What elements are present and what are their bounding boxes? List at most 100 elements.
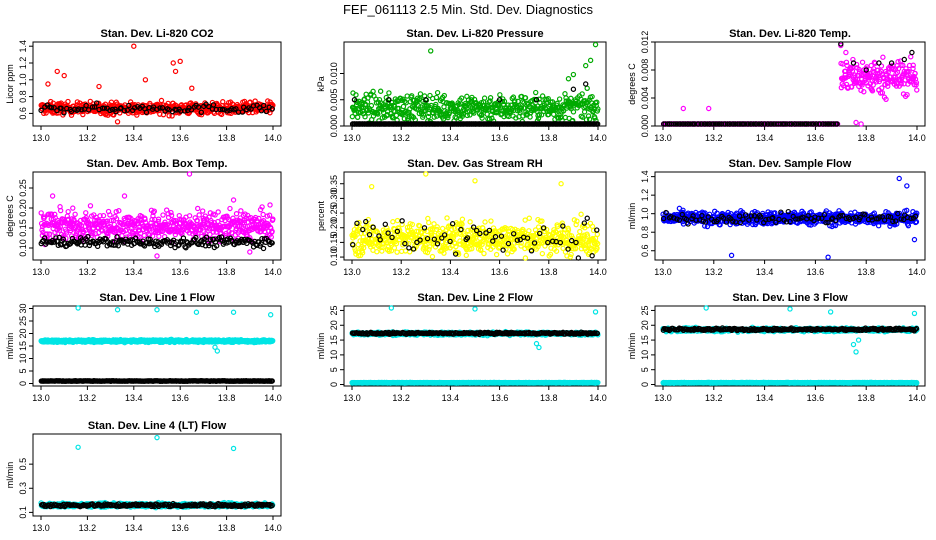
x-tick-label: 13.4 <box>756 267 774 277</box>
data-point <box>677 121 683 127</box>
data-point <box>142 216 148 222</box>
data-point <box>107 107 113 114</box>
data-point <box>388 103 394 109</box>
data-point <box>218 111 225 118</box>
data-point <box>699 121 705 127</box>
data-point <box>87 203 94 209</box>
data-point <box>233 106 239 112</box>
data-point <box>57 207 64 214</box>
data-point <box>63 235 69 242</box>
data-point <box>256 215 262 222</box>
data-point <box>479 112 485 118</box>
data-point <box>52 211 58 218</box>
data-point <box>72 211 78 217</box>
x-tick-label: 13.6 <box>807 133 825 143</box>
data-point <box>879 85 885 91</box>
data-point <box>390 219 396 225</box>
data-point <box>142 77 149 83</box>
panel-title: Stan. Dev. Li-820 Pressure <box>406 28 543 40</box>
data-point <box>594 121 601 127</box>
data-point <box>100 212 107 219</box>
x-tick-label: 14.0 <box>908 133 926 143</box>
data-point <box>121 193 128 199</box>
data-point <box>354 114 361 120</box>
data-point <box>893 83 900 89</box>
y-tick-label: 0.6 <box>18 107 28 120</box>
data-point <box>562 91 568 97</box>
data-point <box>904 183 910 189</box>
data-point <box>585 113 592 119</box>
data-point <box>914 87 920 93</box>
data-point <box>97 213 103 219</box>
y-tick-label: 0.15 <box>18 219 28 237</box>
data-point <box>879 90 886 96</box>
data-point <box>497 92 503 98</box>
data-point <box>479 115 485 121</box>
data-point <box>221 107 228 113</box>
data-point <box>239 109 246 115</box>
data-point <box>570 109 577 115</box>
y-tick-label: 1.4 <box>640 170 650 183</box>
x-tick-label: 13.2 <box>392 133 410 143</box>
data-point <box>400 103 407 110</box>
data-point <box>215 209 221 215</box>
y-tick-label: 1.2 <box>640 189 650 202</box>
x-tick-label: 13.6 <box>171 393 189 403</box>
data-point <box>869 88 876 94</box>
data-point <box>80 111 86 118</box>
x-tick-label: 13.2 <box>705 267 723 277</box>
data-point <box>808 121 814 127</box>
data-point <box>131 105 138 111</box>
x-tick-label: 13.8 <box>857 267 875 277</box>
data-point <box>182 108 188 114</box>
data-point <box>177 58 183 65</box>
data-point <box>220 99 226 105</box>
data-point <box>913 82 919 88</box>
data-point <box>838 41 844 47</box>
data-point <box>118 105 124 111</box>
data-point <box>386 97 392 103</box>
data-point <box>375 111 381 117</box>
data-point <box>856 66 862 73</box>
data-point <box>742 121 748 127</box>
data-point <box>481 250 487 257</box>
data-point <box>768 121 775 127</box>
panel-title: Stan. Dev. Line 1 Flow <box>99 292 215 304</box>
data-point <box>121 108 128 114</box>
data-point <box>680 105 687 112</box>
data-point <box>595 106 601 112</box>
data-point <box>441 92 448 99</box>
x-tick-label: 13.8 <box>218 267 236 277</box>
data-point <box>207 231 213 238</box>
data-point <box>513 115 519 121</box>
x-tick-label: 13.0 <box>654 267 672 277</box>
data-point <box>467 219 473 225</box>
data-point <box>65 98 71 105</box>
data-point <box>199 208 206 214</box>
data-point <box>186 213 193 219</box>
data-point <box>113 216 120 222</box>
data-point <box>56 219 62 226</box>
x-tick-label: 13.2 <box>392 267 410 277</box>
data-point <box>44 231 50 237</box>
data-point <box>351 97 358 103</box>
data-point <box>910 62 916 68</box>
y-tick-label: 5 <box>18 368 28 373</box>
panel-title: Stan. Dev. Li-820 CO2 <box>101 28 214 40</box>
data-point <box>368 183 375 190</box>
panel-title: Stan. Dev. Gas Stream RH <box>407 158 543 170</box>
data-point <box>565 76 572 82</box>
data-point <box>587 57 594 64</box>
data-point <box>765 121 771 127</box>
data-point <box>168 212 175 219</box>
x-tick-label: 13.2 <box>79 133 97 143</box>
y-tick-label: 0.004 <box>640 87 650 110</box>
y-tick-label: 10 <box>18 353 28 363</box>
data-point <box>91 104 98 110</box>
x-tick-label: 13.0 <box>32 393 50 403</box>
data-point <box>368 102 375 109</box>
y-axis-label: degrees C <box>627 63 637 105</box>
data-point <box>128 215 134 222</box>
data-point <box>428 48 434 54</box>
data-point <box>362 114 368 120</box>
